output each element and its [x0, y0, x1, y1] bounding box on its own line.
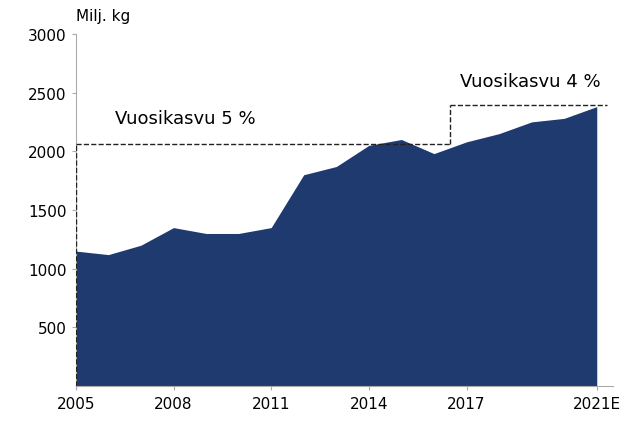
- Text: Vuosikasvu 4 %: Vuosikasvu 4 %: [460, 72, 600, 91]
- Text: Milj. kg: Milj. kg: [76, 9, 130, 24]
- Text: Vuosikasvu 5 %: Vuosikasvu 5 %: [115, 110, 255, 128]
